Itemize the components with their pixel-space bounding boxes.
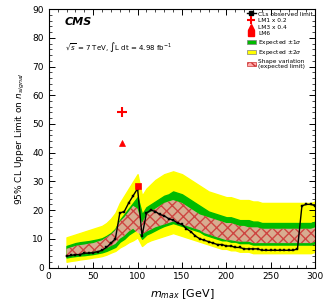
X-axis label: $m_{max}$ [GeV]: $m_{max}$ [GeV]: [150, 287, 214, 301]
Legend: CLs observed limit, LM1 x 0.2, LM3 x 0.4, LM6, Expected $\pm 1\sigma$, Expected : CLs observed limit, LM1 x 0.2, LM3 x 0.4…: [246, 11, 314, 70]
Text: CMS: CMS: [65, 17, 92, 27]
Y-axis label: 95% CL Upper Limit on $n_{signal}$: 95% CL Upper Limit on $n_{signal}$: [14, 72, 27, 205]
Text: $\sqrt{s}$ = 7 TeV, $\int$L dt = 4.98 fb$^{-1}$: $\sqrt{s}$ = 7 TeV, $\int$L dt = 4.98 fb…: [65, 40, 172, 54]
